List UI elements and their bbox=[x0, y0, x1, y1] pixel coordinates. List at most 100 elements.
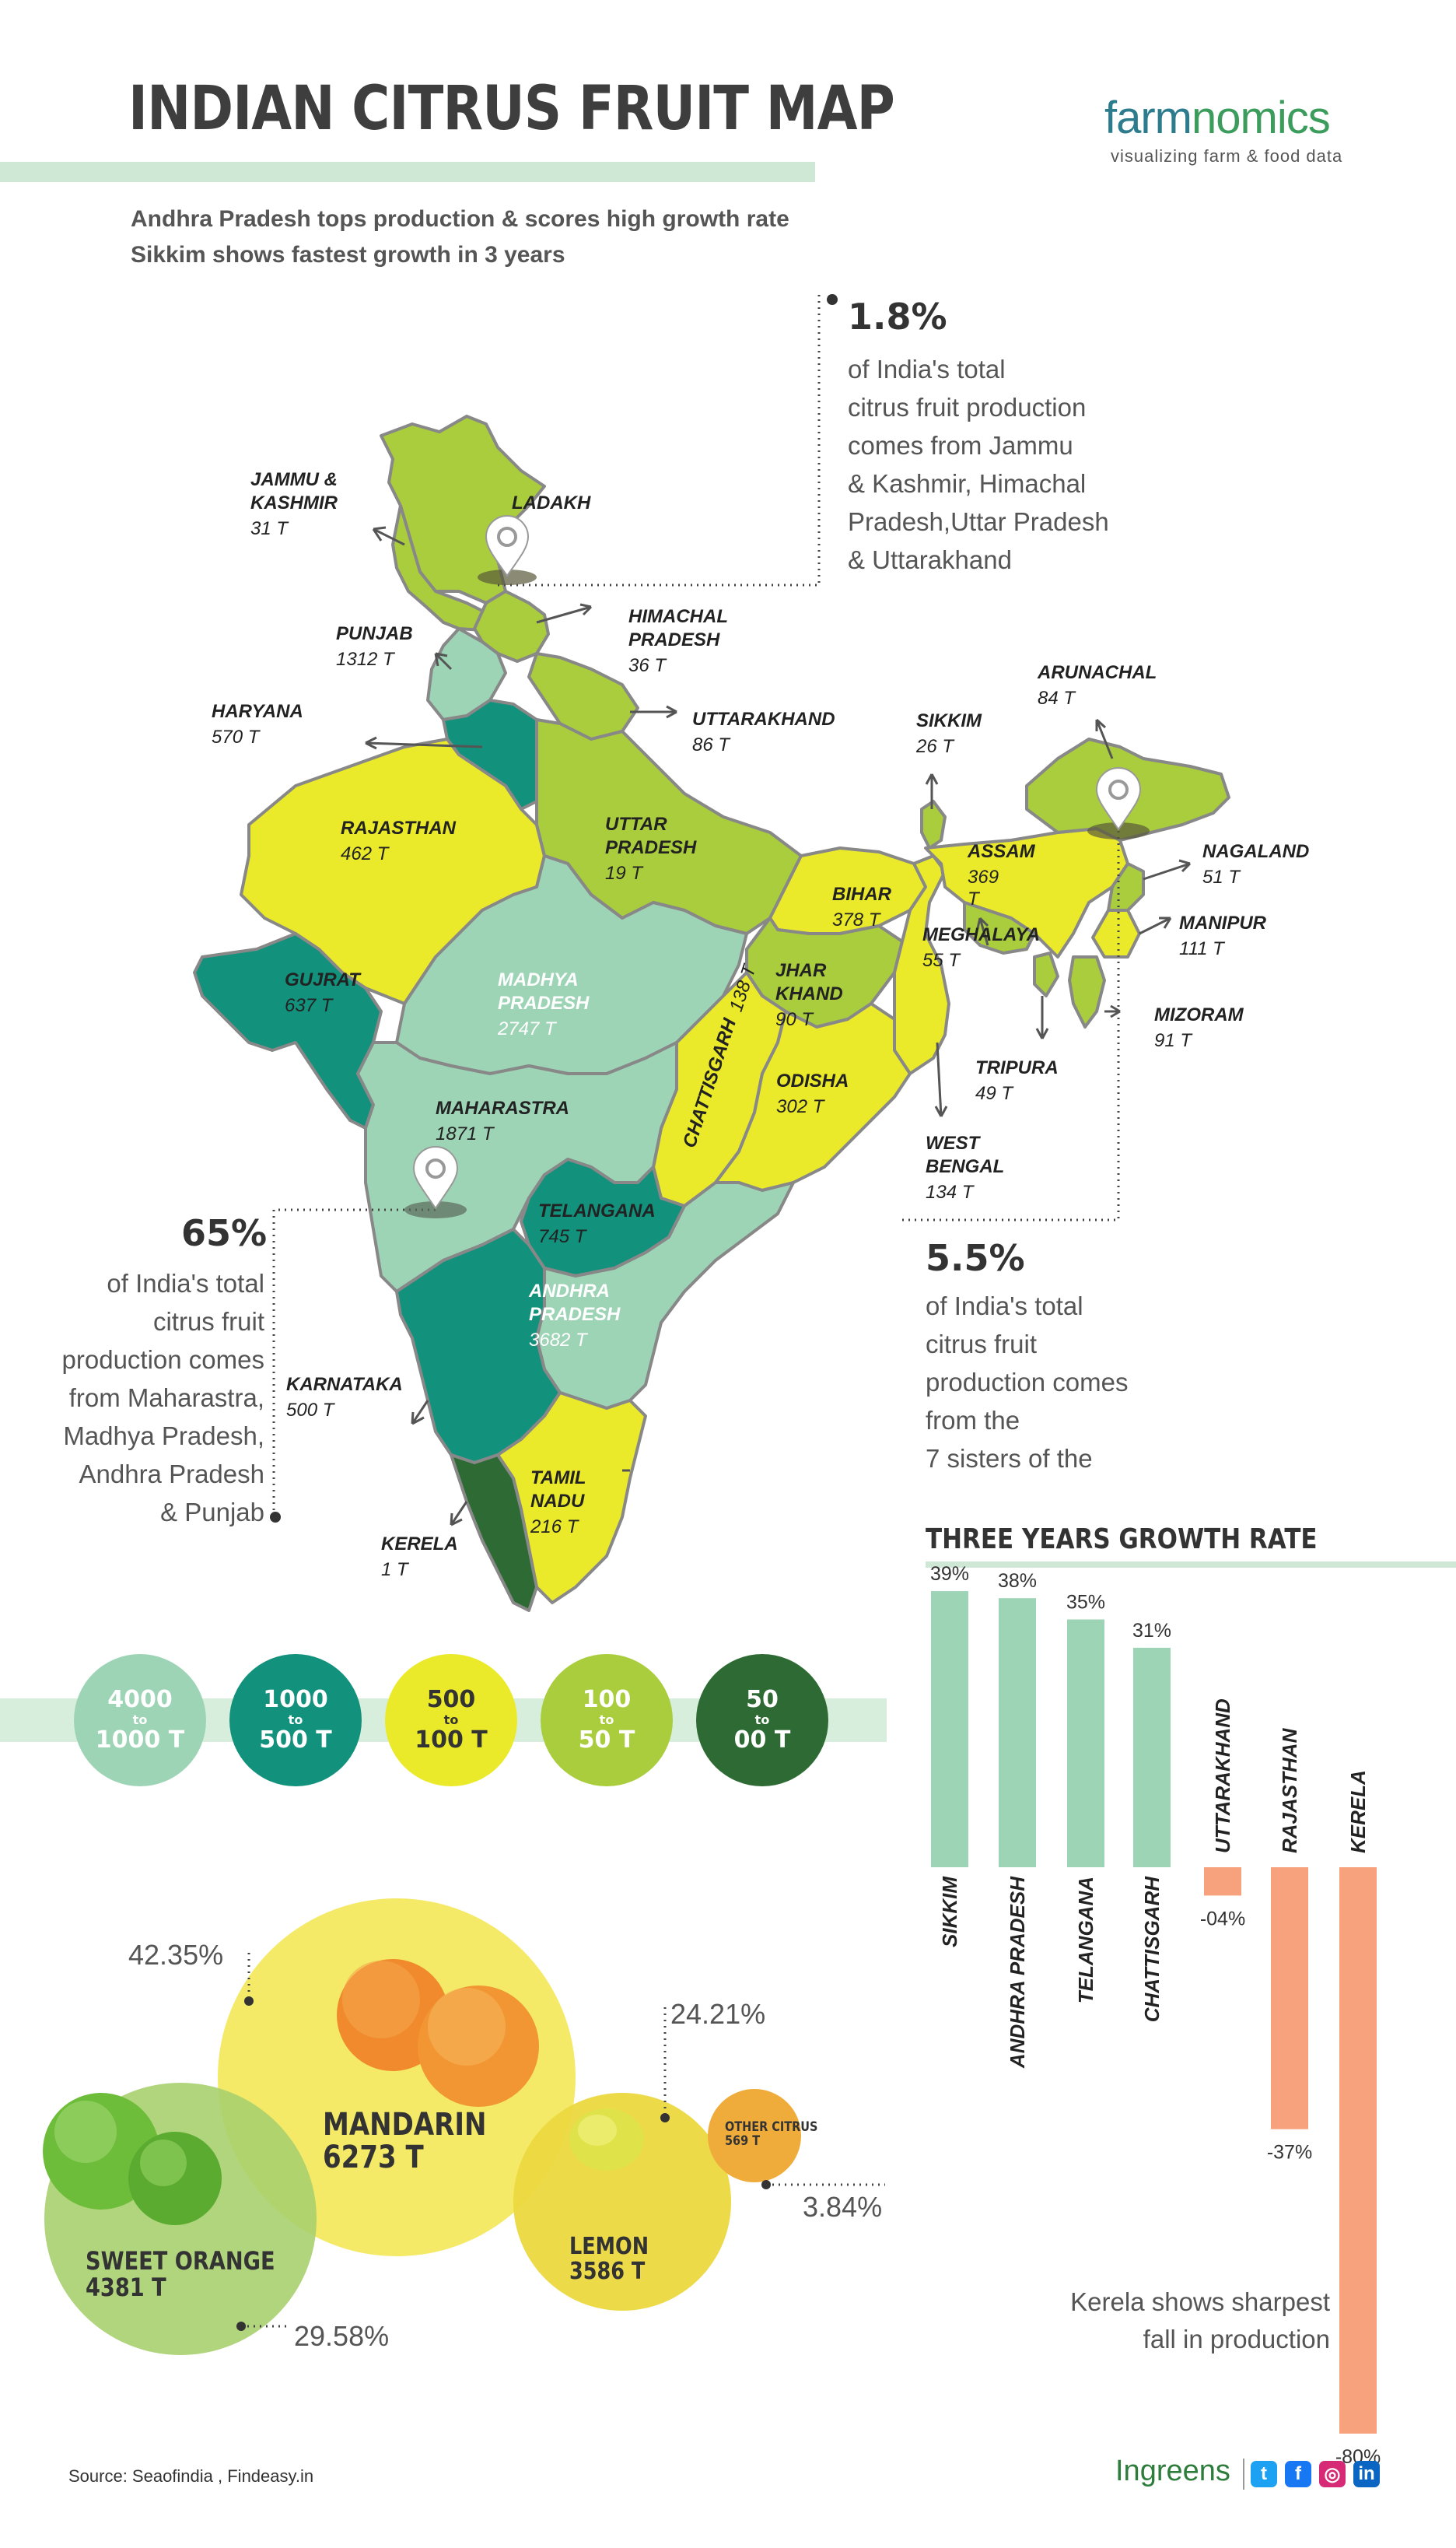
growth-bar bbox=[1339, 1867, 1377, 2434]
leader-central-dot bbox=[270, 1512, 281, 1523]
state-value: 570 T bbox=[212, 727, 260, 748]
callout-central-text: of India's total citrus fruit production… bbox=[16, 1264, 264, 1531]
annotation-line: Kerela shows sharpest bbox=[1070, 2287, 1330, 2316]
linkedin-icon[interactable]: in bbox=[1353, 2461, 1380, 2487]
state-name: ARUNACHAL bbox=[1038, 662, 1157, 683]
state-name: LADAKH bbox=[512, 492, 591, 513]
callout-line: from the bbox=[926, 1406, 1020, 1435]
callout-northeast-text: of India's total citrus fruit production… bbox=[926, 1287, 1128, 1477]
state-value: 216 T bbox=[530, 1516, 579, 1537]
map-label-himachal-pradesh: HIMACHAL PRADESH 36 T bbox=[628, 605, 728, 677]
legend-item: 4000 to 1000 T bbox=[74, 1654, 206, 1786]
callout-line: Andhra Pradesh bbox=[79, 1460, 265, 1488]
growth-data-label: 31% bbox=[1132, 1620, 1171, 1642]
state-name: ASSAM bbox=[968, 841, 1035, 862]
state-name: MEGHALAYA bbox=[922, 924, 1041, 945]
map-label-gujrat: GUJRAT 637 T bbox=[285, 969, 360, 1017]
share-sweet-orange: 29.58% bbox=[294, 2320, 390, 2352]
state-value: 36 T bbox=[628, 655, 667, 676]
map-label-ladakh: LADAKH bbox=[512, 492, 590, 515]
state-value: 745 T bbox=[538, 1226, 586, 1247]
state-value: 84 T bbox=[1038, 688, 1076, 709]
label-other-citrus-value: 569 T bbox=[725, 2133, 761, 2149]
state-value: 19 T bbox=[605, 863, 643, 884]
state-name: GUJRAT bbox=[285, 969, 360, 990]
state-value: 49 T bbox=[975, 1083, 1013, 1104]
instagram-icon[interactable]: ◎ bbox=[1319, 2461, 1346, 2487]
brand-tagline: visualizing farm & food data bbox=[1111, 146, 1343, 166]
pin-northeast bbox=[1087, 767, 1150, 839]
legend-sep: to bbox=[754, 1712, 770, 1727]
legend-item: 100 to 50 T bbox=[541, 1654, 673, 1786]
callout-central-pct: 65% bbox=[181, 1212, 268, 1254]
title-underline bbox=[0, 162, 815, 182]
state-value: 1312 T bbox=[336, 649, 394, 670]
map-state-manipur bbox=[1091, 909, 1141, 959]
callout-line: production comes bbox=[61, 1345, 264, 1374]
state-name: MAHARASTRA bbox=[436, 1098, 569, 1119]
growth-bar bbox=[1067, 1619, 1104, 1867]
arrow-sikkim bbox=[925, 773, 939, 809]
map-label-karnataka: KARNATAKA 500 T bbox=[286, 1373, 403, 1421]
twitter-icon[interactable]: t bbox=[1251, 2461, 1277, 2487]
map-label-andhra-pradesh: ANDHRA PRADESH 3682 T bbox=[529, 1280, 620, 1351]
growth-title-underline bbox=[926, 1561, 1456, 1568]
callout-line: comes from Jammu bbox=[848, 431, 1073, 460]
subtitle-line-1: Andhra Pradesh tops production & scores … bbox=[131, 206, 789, 232]
state-value: 1 T bbox=[381, 1559, 408, 1580]
label-lemon-value: 3586 T bbox=[569, 2257, 646, 2285]
legend-from: 4000 bbox=[107, 1686, 173, 1713]
state-value: 369 T bbox=[968, 867, 999, 909]
pin-north bbox=[478, 515, 537, 585]
callout-line: & Punjab bbox=[160, 1498, 264, 1526]
state-name: JAMMU & KASHMIR bbox=[250, 469, 338, 513]
legend-to: 50 T bbox=[578, 1726, 635, 1754]
growth-bar bbox=[931, 1591, 968, 1867]
callout-line: & Kashmir, Himachal bbox=[848, 469, 1087, 498]
state-name: MANIPUR bbox=[1179, 913, 1266, 934]
state-value: 1871 T bbox=[436, 1123, 494, 1144]
brand-logo: farmnomics bbox=[1104, 92, 1331, 144]
growth-category-label: TELANGANA bbox=[1074, 1877, 1097, 2003]
state-name: TRIPURA bbox=[975, 1057, 1059, 1078]
legend-item: 1000 to 500 T bbox=[229, 1654, 362, 1786]
map-label-bihar: BIHAR 378 T bbox=[832, 883, 891, 931]
state-value: 26 T bbox=[916, 736, 954, 757]
growth-bar bbox=[1204, 1867, 1241, 1896]
state-name: MIZORAM bbox=[1154, 1004, 1244, 1025]
callout-line: from Maharastra, bbox=[68, 1383, 264, 1412]
map-label-meghalaya: MEGHALAYA 55 T bbox=[922, 924, 1040, 972]
arrow-himachal bbox=[536, 603, 593, 624]
state-name: UTTARAKHAND bbox=[692, 709, 835, 730]
growth-data-label: 39% bbox=[930, 1563, 969, 1585]
callout-line: production comes bbox=[926, 1368, 1129, 1397]
label-other-citrus-name: OTHER CITRUS bbox=[725, 2119, 818, 2135]
state-name: RAJASTHAN bbox=[341, 818, 457, 839]
callout-line: & Uttarakhand bbox=[848, 545, 1012, 574]
callout-line: Pradesh,Uttar Pradesh bbox=[848, 507, 1109, 536]
state-name: UTTAR PRADESH bbox=[605, 814, 697, 858]
state-value: 55 T bbox=[922, 950, 961, 971]
legend-sep: to bbox=[443, 1712, 459, 1727]
state-name: KERELA bbox=[381, 1533, 458, 1554]
state-value: 86 T bbox=[692, 734, 730, 755]
map-state-west-bengal bbox=[893, 854, 950, 1075]
map-label-sikkim: SIKKIM 26 T bbox=[916, 710, 982, 758]
arrow-meghalaya bbox=[976, 917, 989, 946]
callout-line: citrus fruit bbox=[926, 1330, 1038, 1358]
facebook-icon[interactable]: f bbox=[1285, 2461, 1311, 2487]
arrow-punjab bbox=[434, 652, 453, 671]
legend-from: 500 bbox=[426, 1686, 476, 1713]
map-label-telangana: TELANGANA 745 T bbox=[538, 1200, 656, 1248]
map-state-tripura bbox=[1033, 952, 1059, 997]
state-name: NAGALAND bbox=[1202, 841, 1310, 862]
callout-line: of India's total bbox=[848, 355, 1006, 384]
map-label-assam: ASSAM 369 T bbox=[968, 840, 1035, 910]
state-value: 302 T bbox=[776, 1096, 824, 1117]
map-state-assam bbox=[924, 827, 1129, 959]
map-label-rajasthan: RAJASTHAN 462 T bbox=[341, 817, 456, 865]
arrow-westbengal bbox=[934, 1042, 948, 1117]
arrow-tripura bbox=[1035, 996, 1049, 1039]
map-label-nagaland: NAGALAND 51 T bbox=[1202, 840, 1309, 888]
